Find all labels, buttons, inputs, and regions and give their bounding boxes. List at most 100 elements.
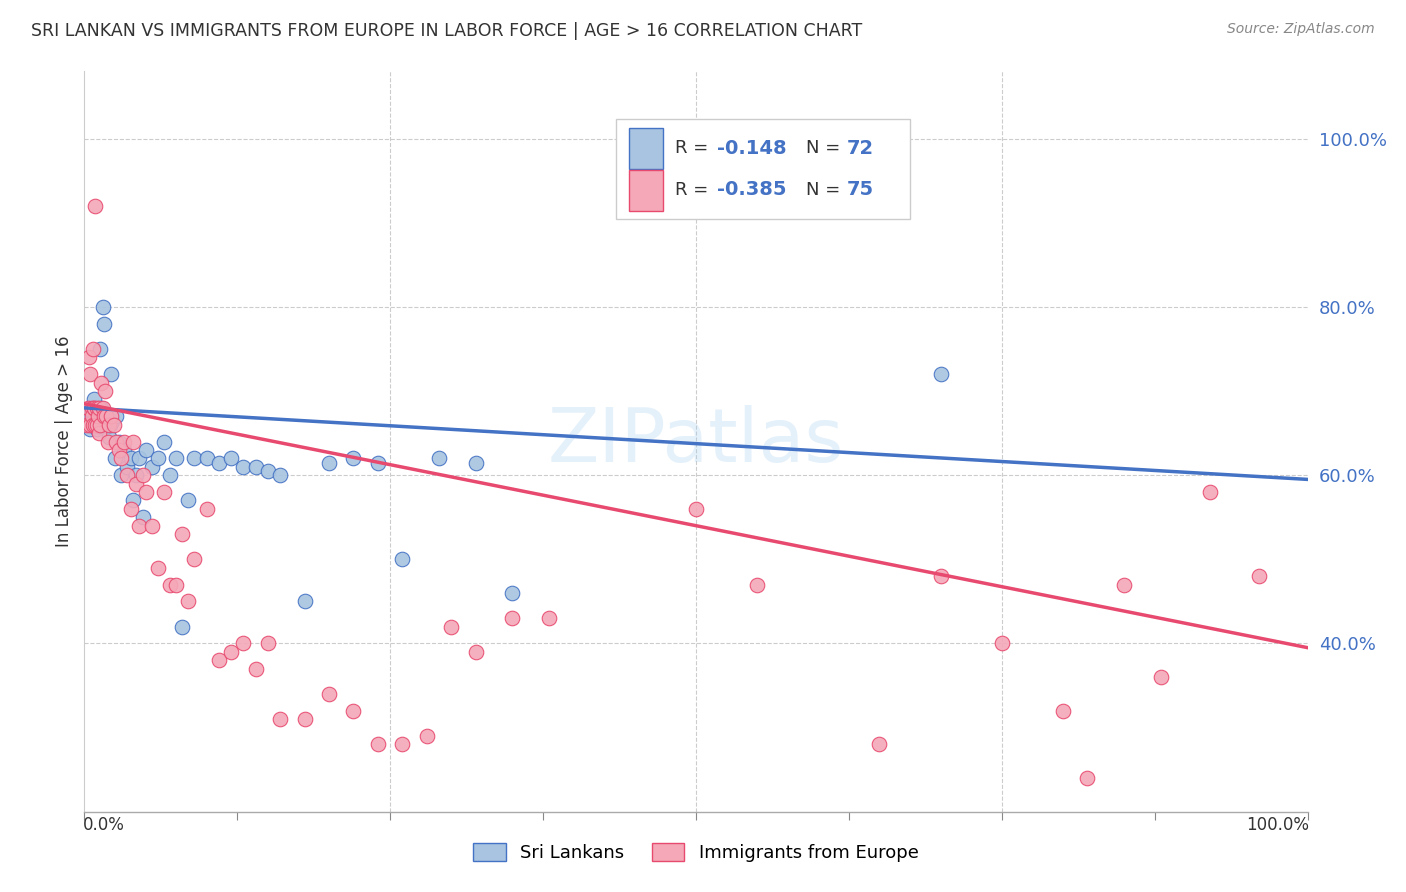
Point — [391, 738, 413, 752]
Point — [427, 451, 450, 466]
Point — [122, 493, 145, 508]
Point — [318, 687, 340, 701]
Point — [1198, 485, 1220, 500]
Point — [245, 662, 267, 676]
Point — [93, 409, 115, 424]
Point — [115, 459, 138, 474]
Point — [135, 485, 157, 500]
Text: N =: N = — [806, 181, 846, 199]
Point — [416, 729, 439, 743]
Point — [80, 417, 103, 432]
Point — [97, 430, 120, 444]
Point — [120, 501, 142, 516]
FancyBboxPatch shape — [628, 128, 664, 169]
Point — [110, 451, 132, 466]
Point — [159, 468, 181, 483]
Point — [245, 459, 267, 474]
Point — [83, 392, 105, 407]
Point — [94, 384, 117, 398]
Point — [367, 456, 389, 470]
Point — [91, 401, 114, 415]
Point — [90, 376, 112, 390]
Point — [502, 586, 524, 600]
Point — [208, 456, 231, 470]
Point — [269, 712, 291, 726]
Point — [141, 518, 163, 533]
Point — [165, 451, 187, 466]
Point — [82, 413, 104, 427]
Point — [82, 417, 104, 432]
Point — [87, 417, 110, 432]
Text: 75: 75 — [846, 180, 873, 199]
Point — [93, 317, 115, 331]
Point — [112, 434, 135, 449]
Point — [232, 636, 254, 650]
Point — [183, 451, 205, 466]
Point — [1076, 771, 1098, 785]
Point — [76, 405, 98, 419]
Point — [112, 442, 135, 457]
Point — [1114, 577, 1136, 591]
Text: R =: R = — [675, 139, 714, 157]
Point — [318, 456, 340, 470]
Point — [87, 401, 110, 415]
Point — [208, 653, 231, 667]
Point — [77, 409, 100, 424]
Point — [153, 434, 176, 449]
Point — [159, 577, 181, 591]
Y-axis label: In Labor Force | Age > 16: In Labor Force | Age > 16 — [55, 335, 73, 548]
Point — [97, 413, 120, 427]
Point — [172, 620, 194, 634]
Point — [107, 434, 129, 449]
Point — [502, 611, 524, 625]
Point — [96, 409, 118, 424]
Point — [183, 552, 205, 566]
Point — [120, 451, 142, 466]
Point — [538, 611, 561, 625]
Point — [294, 712, 316, 726]
Point — [84, 417, 107, 432]
Text: 100.0%: 100.0% — [1246, 816, 1309, 834]
Point — [391, 552, 413, 566]
Text: Source: ZipAtlas.com: Source: ZipAtlas.com — [1227, 22, 1375, 37]
Point — [107, 442, 129, 457]
Point — [105, 409, 128, 424]
Point — [342, 704, 364, 718]
Point — [91, 300, 114, 314]
Point — [83, 417, 105, 432]
Point — [105, 434, 128, 449]
Point — [219, 645, 242, 659]
Point — [89, 417, 111, 432]
Point — [100, 409, 122, 424]
Point — [100, 368, 122, 382]
Text: R =: R = — [675, 181, 714, 199]
Point — [97, 434, 120, 449]
Point — [77, 401, 100, 415]
Point — [83, 401, 105, 415]
Point — [96, 409, 118, 424]
Point — [125, 468, 148, 483]
Point — [82, 342, 104, 356]
Point — [87, 426, 110, 441]
Point — [80, 409, 103, 424]
Point — [110, 468, 132, 483]
Point — [929, 569, 952, 583]
Point — [86, 413, 108, 427]
Point — [869, 738, 891, 752]
Point — [747, 577, 769, 591]
Point — [257, 464, 280, 478]
Point — [93, 413, 115, 427]
Point — [177, 594, 200, 608]
Point — [219, 451, 242, 466]
Point — [87, 419, 110, 434]
Point — [82, 409, 104, 424]
Point — [146, 451, 169, 466]
Point — [87, 411, 110, 425]
Point — [165, 577, 187, 591]
Point — [91, 409, 114, 424]
Text: 72: 72 — [846, 139, 873, 158]
Point — [94, 417, 117, 432]
Legend: Sri Lankans, Immigrants from Europe: Sri Lankans, Immigrants from Europe — [467, 836, 925, 870]
Point — [128, 518, 150, 533]
Point — [79, 401, 101, 415]
